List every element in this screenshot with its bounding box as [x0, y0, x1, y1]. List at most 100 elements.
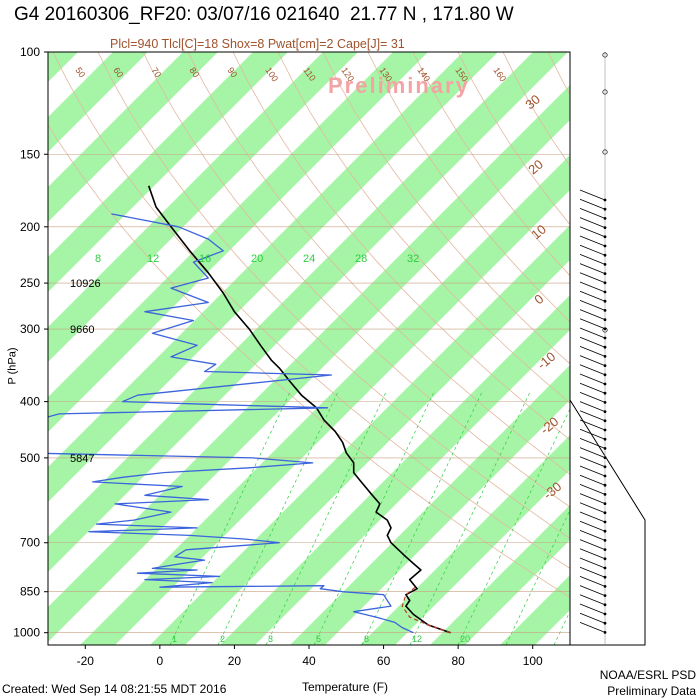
y-tick-label: 700 [20, 536, 40, 550]
wind-barb [579, 235, 606, 247]
wind-barb-base [603, 345, 607, 349]
dry-adiabat [97, 52, 570, 539]
y-tick-label: 200 [20, 220, 40, 234]
mixing-ratio-label: 24 [303, 253, 315, 265]
dry-adiabat [277, 52, 570, 404]
wind-barb-base [603, 520, 607, 524]
x-tick-label: 80 [451, 654, 465, 668]
mixing-ratio-label: 12 [147, 253, 159, 265]
wind-barb [579, 263, 606, 274]
wind-barb [579, 594, 606, 606]
wind-barb-base [603, 483, 607, 487]
wind-barb-base [603, 603, 607, 607]
wind-barb-base [603, 336, 607, 340]
wind-barb [579, 281, 606, 293]
height-label: 10926 [70, 278, 101, 290]
wind-barb [579, 198, 606, 210]
mixing-ratio-label: 28 [355, 253, 367, 265]
x-tick-label: 100 [523, 654, 543, 668]
mixing-ratio-label: 3 [268, 634, 273, 644]
mixing-ratio-label: 8 [95, 253, 101, 265]
isotherm-band [48, 52, 428, 432]
wind-barb-base [603, 502, 607, 505]
wind-barb-base [603, 557, 607, 561]
wind-barb-base [603, 382, 607, 386]
mixing-ratio-label: 2 [220, 634, 225, 644]
wind-barb-base [603, 465, 607, 469]
wind-barb-base [603, 566, 607, 570]
mixing-ratio-line [313, 391, 435, 645]
wind-barb-base [603, 391, 607, 395]
wind-panel-outline [569, 52, 646, 646]
wind-barb-base [603, 373, 607, 377]
wind-barb [579, 392, 606, 403]
dry-adiabat [412, 52, 570, 277]
dry-adiabat [187, 52, 570, 475]
wind-barb-base [603, 575, 607, 579]
mixing-ratio-lines [169, 391, 570, 645]
adiabat-label: 60 [111, 65, 125, 79]
dry-adiabat [502, 52, 570, 167]
wind-barb [579, 217, 606, 228]
x-tick-label: 0 [157, 654, 164, 668]
calm-wind-marker [602, 52, 608, 58]
mixing-ratio-label: 20 [251, 253, 263, 265]
x-axis-label: Temperature (F) [302, 680, 389, 694]
dry-adiabat [48, 124, 570, 598]
dry-adiabat [683, 52, 700, 645]
wind-barb-base [603, 198, 607, 202]
dry-adiabat [52, 52, 570, 569]
isotherm-band [48, 52, 288, 292]
wind-barb [579, 382, 606, 394]
wind-barb [579, 511, 606, 523]
wind-barb-base [603, 272, 607, 275]
adiabat-label: 50 [73, 65, 87, 79]
x-tick-label: -20 [77, 654, 95, 668]
y-tick-label: 850 [20, 585, 40, 599]
x-tick-label: 40 [302, 654, 316, 668]
wind-barb-base [603, 364, 607, 367]
adiabat-label: 90 [225, 65, 239, 79]
wind-barb [579, 336, 606, 348]
wind-barb [579, 254, 606, 265]
wind-barb-base [603, 235, 607, 239]
dewpoint-line [48, 213, 414, 634]
wind-barb [579, 309, 606, 320]
mixing-ratio-label: 8 [364, 634, 369, 644]
y-tick-label: 300 [20, 322, 40, 336]
y-axis-label: P (hPa) [6, 347, 19, 385]
chart-title: G4 20160306_RF20: 03/07/16 021640 21.77 … [14, 4, 514, 25]
credit-org: NOAA/ESRL PSD [599, 668, 696, 682]
y-tick-label: 1000 [13, 626, 40, 640]
y-tick-label: 100 [20, 45, 40, 59]
wind-barb [579, 226, 606, 238]
wind-barb-base [603, 594, 607, 597]
wind-barb [579, 447, 606, 458]
wind-barb [579, 272, 606, 284]
wind-barb [579, 603, 606, 615]
mixing-ratio-line [361, 391, 483, 645]
wind-barb [579, 622, 606, 633]
wind-barb [579, 438, 606, 449]
wind-barb [579, 419, 606, 431]
wind-barb [579, 530, 606, 541]
mixing-ratio-label: 12 [412, 634, 422, 644]
wind-barb-base [603, 631, 607, 634]
wind-barb [579, 474, 606, 486]
dry-adiabat [457, 52, 570, 226]
wind-barb-base [603, 428, 607, 432]
wind-barb-base [603, 217, 607, 220]
wind-barb-base [603, 281, 607, 285]
parcel-line [401, 585, 451, 634]
preliminary-watermark: Preliminary [328, 73, 470, 98]
credit-status: Preliminary Data [607, 684, 696, 698]
wind-barb [579, 318, 606, 330]
isotherm-band [640, 0, 700, 645]
wind-barb-base [603, 263, 607, 266]
isotherm-band [48, 52, 78, 82]
wind-barb [579, 456, 606, 468]
wind-barb-base [603, 290, 607, 294]
wind-barb [579, 327, 606, 339]
